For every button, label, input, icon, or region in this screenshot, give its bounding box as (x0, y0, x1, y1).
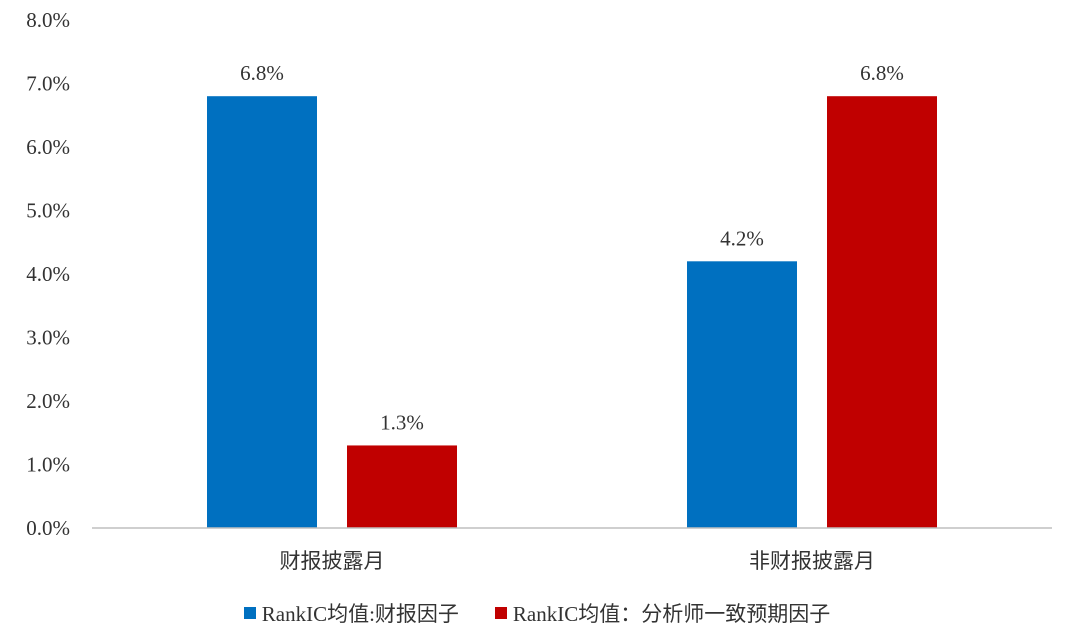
legend: RankIC均值:财报因子 RankIC均值：分析师一致预期因子 (0, 598, 1074, 628)
legend-label-analyst-factor: RankIC均值：分析师一致预期因子 (512, 602, 831, 626)
bar-value-label: 4.2% (720, 226, 764, 250)
y-axis-ticks: 0.0% 1.0% 2.0% 3.0% 4.0% 5.0% 6.0% 7.0% 8.0% (26, 8, 70, 540)
x-category-label: 非财报披露月 (749, 549, 875, 573)
bar-value-label: 6.8% (860, 61, 904, 85)
legend-item-financial-factor: RankIC均值:财报因子 (243, 598, 459, 628)
bar (827, 96, 937, 528)
bar (347, 445, 457, 528)
y-tick-label: 3.0% (26, 326, 70, 350)
bar-value-label: 1.3% (380, 410, 424, 434)
bar (207, 96, 317, 528)
legend-label-financial-factor: RankIC均值:财报因子 (261, 602, 459, 626)
x-category-label: 财报披露月 (280, 549, 385, 573)
bars (207, 96, 937, 528)
x-axis-categories: 财报披露月 非财报披露月 (280, 549, 876, 573)
y-tick-label: 1.0% (26, 453, 70, 477)
y-tick-label: 4.0% (26, 262, 70, 286)
legend-item-analyst-factor: RankIC均值：分析师一致预期因子 (494, 598, 831, 628)
y-tick-label: 7.0% (26, 72, 70, 96)
bar (687, 261, 797, 528)
legend-swatch-financial-factor (243, 607, 256, 619)
y-tick-label: 8.0% (26, 8, 70, 32)
y-tick-label: 5.0% (26, 199, 70, 223)
legend-swatch-analyst-factor (494, 607, 507, 619)
data-labels: 6.8% 1.3% 4.2% 6.8% (240, 61, 904, 434)
y-tick-label: 6.0% (26, 135, 70, 159)
bar-value-label: 6.8% (240, 61, 284, 85)
y-tick-label: 0.0% (26, 516, 70, 540)
y-tick-label: 2.0% (26, 389, 70, 413)
